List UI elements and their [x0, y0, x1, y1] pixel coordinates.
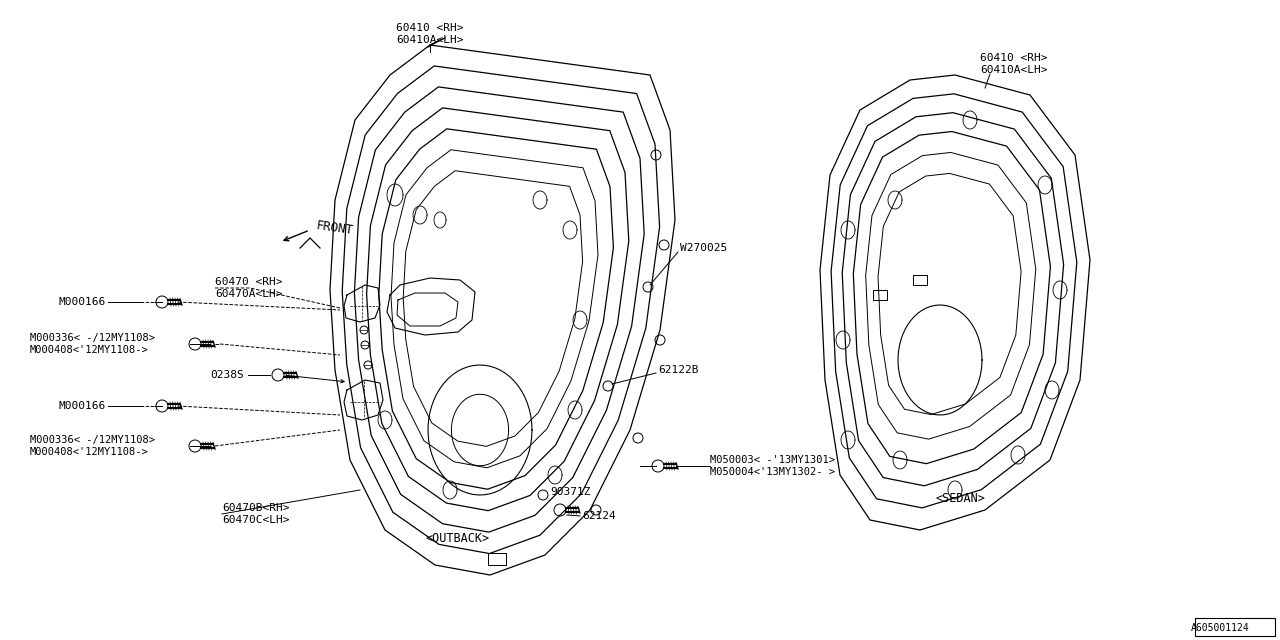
Text: 60410A<LH>: 60410A<LH>: [397, 35, 463, 45]
Text: 62122B: 62122B: [658, 365, 699, 375]
Text: 60470C<LH>: 60470C<LH>: [221, 515, 289, 525]
Bar: [873, 290, 887, 300]
Text: 60470 <RH>: 60470 <RH>: [215, 277, 283, 287]
Text: 60410 <RH>: 60410 <RH>: [397, 23, 463, 33]
Text: M050003< -'13MY1301>: M050003< -'13MY1301>: [710, 455, 835, 465]
Text: A605001124: A605001124: [1192, 623, 1251, 633]
Text: M000408<'12MY1108->: M000408<'12MY1108->: [29, 447, 148, 457]
Text: W270025: W270025: [680, 243, 727, 253]
Text: 90371Z: 90371Z: [550, 487, 590, 497]
Text: M000336< -/12MY1108>: M000336< -/12MY1108>: [29, 435, 155, 445]
Text: 0238S: 0238S: [210, 370, 243, 380]
Text: 60470B<RH>: 60470B<RH>: [221, 503, 289, 513]
Text: M000166: M000166: [58, 297, 105, 307]
Text: 60410A<LH>: 60410A<LH>: [980, 65, 1047, 75]
Bar: [913, 275, 927, 285]
Text: FRONT: FRONT: [315, 219, 355, 237]
Text: M050004<'13MY1302- >: M050004<'13MY1302- >: [710, 467, 835, 477]
Text: 60410 <RH>: 60410 <RH>: [980, 53, 1047, 63]
Text: 62124: 62124: [582, 511, 616, 521]
Text: M000408<'12MY1108->: M000408<'12MY1108->: [29, 345, 148, 355]
Text: M000336< -/12MY1108>: M000336< -/12MY1108>: [29, 333, 155, 343]
Text: <SEDAN>: <SEDAN>: [936, 492, 984, 504]
Bar: [488, 553, 506, 565]
Text: 60470A<LH>: 60470A<LH>: [215, 289, 283, 299]
Bar: [1196, 618, 1275, 636]
Text: <OUTBACK>: <OUTBACK>: [426, 531, 490, 545]
Text: M000166: M000166: [58, 401, 105, 411]
